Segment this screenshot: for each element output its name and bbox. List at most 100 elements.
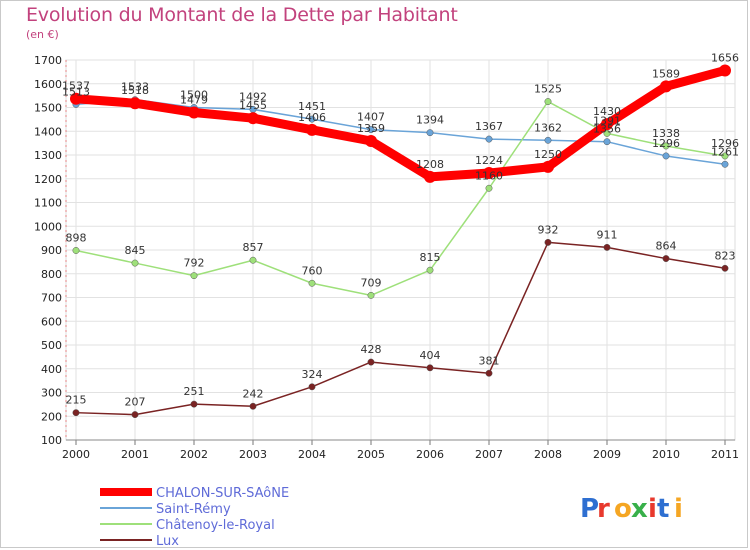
data-point <box>662 255 670 262</box>
data-point <box>721 160 729 168</box>
data-label: 1518 <box>121 84 149 97</box>
data-label: 1296 <box>711 137 739 150</box>
y-tick-label: 400 <box>41 363 62 376</box>
data-label: 1208 <box>416 158 444 171</box>
data-point <box>249 256 257 264</box>
x-tick-label: 2005 <box>357 448 385 461</box>
data-point <box>190 272 198 280</box>
data-label: 1391 <box>593 114 621 127</box>
logo-letter: P <box>580 494 599 524</box>
data-labels: 1513 1533 1500 1492 1451 1407 1394 1367 1362 1356… <box>62 51 739 408</box>
axes: 1002003004005006007008009001000110012001… <box>34 54 739 461</box>
legend: CHALON-SUR-SAôNESaint-RémyChâtenoy-le-Ro… <box>100 486 289 549</box>
data-label: 1451 <box>298 100 326 113</box>
data-label: 251 <box>184 385 205 398</box>
data-point <box>544 136 552 144</box>
data-label: 381 <box>479 354 500 367</box>
data-label: 207 <box>125 396 146 409</box>
data-label: 1455 <box>239 99 267 112</box>
data-label: 1367 <box>475 120 503 133</box>
data-label: 1250 <box>534 148 562 161</box>
y-tick-label: 700 <box>41 292 62 305</box>
y-tick-label: 800 <box>41 268 62 281</box>
legend-label: Lux <box>156 534 179 549</box>
data-point <box>249 402 257 410</box>
series-line-1 <box>75 98 726 166</box>
data-label: 1224 <box>475 154 503 167</box>
series-lines <box>70 64 731 419</box>
data-label: 857 <box>243 241 264 254</box>
data-point <box>129 97 141 110</box>
y-tick-label: 100 <box>41 434 62 447</box>
data-label: 898 <box>66 231 87 244</box>
logo-letter: x <box>631 494 648 524</box>
data-point <box>544 98 552 106</box>
data-label: 1362 <box>534 121 562 134</box>
data-point <box>426 266 434 274</box>
data-label: 1500 <box>180 89 208 102</box>
y-tick-label: 1500 <box>34 102 62 115</box>
data-point <box>308 279 316 287</box>
data-label: 404 <box>420 349 441 362</box>
data-point <box>662 152 670 160</box>
y-tick-label: 1200 <box>34 173 62 186</box>
series-line-3 <box>75 241 726 416</box>
data-label: 815 <box>420 251 441 264</box>
chart-unit: (en €) <box>26 28 59 41</box>
data-point <box>72 409 80 417</box>
data-point <box>603 129 611 137</box>
data-point <box>188 106 200 119</box>
data-point <box>719 64 731 77</box>
data-point <box>131 259 139 267</box>
logo-letter: t <box>657 494 669 524</box>
data-point <box>365 134 377 147</box>
data-point <box>721 264 729 272</box>
data-point <box>367 126 375 134</box>
data-label: 324 <box>302 368 323 381</box>
x-tick-label: 2002 <box>180 448 208 461</box>
y-tick-label: 200 <box>41 410 62 423</box>
y-tick-label: 1100 <box>34 197 62 210</box>
data-label: 1394 <box>416 114 444 127</box>
data-point <box>662 142 670 150</box>
logo-letter: i <box>674 494 683 524</box>
x-tick-label: 2007 <box>475 448 503 461</box>
data-label: 932 <box>538 223 559 236</box>
data-label: 1589 <box>652 67 680 80</box>
y-tick-label: 1000 <box>34 220 62 233</box>
y-tick-label: 900 <box>41 244 62 257</box>
y-tick-label: 1600 <box>34 78 62 91</box>
logo-letter: r <box>597 494 610 524</box>
data-point <box>367 358 375 366</box>
data-point <box>190 400 198 408</box>
data-point <box>660 80 672 93</box>
y-tick-label: 300 <box>41 387 62 400</box>
data-label: 845 <box>125 244 146 257</box>
y-tick-label: 1400 <box>34 125 62 138</box>
data-point <box>544 238 552 246</box>
data-label: 823 <box>715 249 736 262</box>
data-point <box>721 152 729 160</box>
data-label: 709 <box>361 276 382 289</box>
y-tick-label: 1300 <box>34 149 62 162</box>
logo-letter: i <box>648 494 657 524</box>
data-label: 864 <box>656 240 677 253</box>
data-label: 428 <box>361 343 382 356</box>
x-tick-label: 2001 <box>121 448 149 461</box>
data-label: 911 <box>597 228 618 241</box>
data-point <box>485 184 493 192</box>
x-tick-label: 2003 <box>239 448 267 461</box>
data-point <box>483 167 495 180</box>
data-point <box>424 170 436 183</box>
legend-label: Saint-Rémy <box>156 502 231 517</box>
data-point <box>603 138 611 146</box>
x-tick-label: 2004 <box>298 448 326 461</box>
x-tick-label: 2000 <box>62 448 90 461</box>
chart-title: Evolution du Montant de la Dette par Hab… <box>26 4 458 26</box>
data-label: 1359 <box>357 122 385 135</box>
data-point <box>247 112 259 125</box>
data-label: 242 <box>243 387 264 400</box>
data-label: 1656 <box>711 51 739 64</box>
data-label: 1356 <box>593 123 621 136</box>
